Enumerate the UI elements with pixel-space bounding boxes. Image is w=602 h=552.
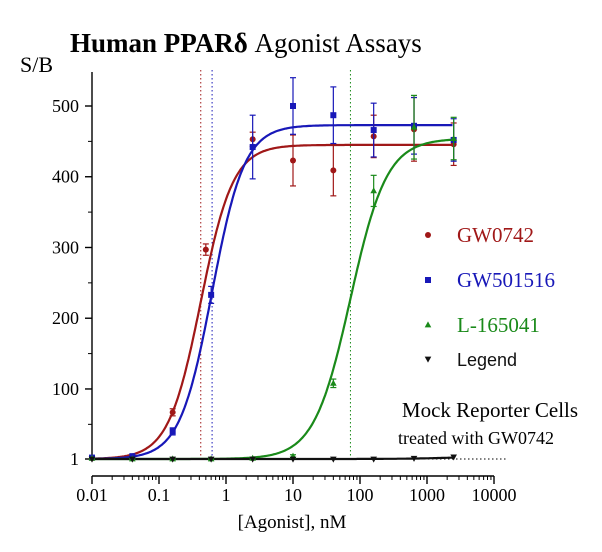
x-tick-label: 1 [222, 485, 231, 505]
data-point [249, 456, 256, 463]
data-point [425, 277, 431, 283]
data-point [169, 409, 176, 416]
data-point [425, 232, 431, 238]
annotation-line-2: treated with GW0742 [398, 428, 554, 448]
data-point [370, 127, 377, 134]
fit-curve [92, 456, 453, 461]
x-tick-label: 1000 [409, 485, 445, 505]
data-point [370, 187, 377, 194]
x-tick-label: 100 [347, 485, 374, 505]
data-point [450, 454, 457, 461]
chart-title-rest: Agonist Assays [248, 28, 422, 58]
data-point [424, 321, 432, 328]
data-point [289, 456, 297, 463]
data-point [290, 157, 296, 164]
axes: 1 100 200 300 400 500 0.01 0.1 1 10 100 1000 10000 [52, 72, 517, 505]
chart-title-bold: Human PPARδ [70, 28, 248, 58]
y-axis-label: S/B [20, 52, 53, 77]
legend: GW0742 GW501516 L-165041 Legend [424, 223, 555, 370]
data-point [129, 456, 136, 463]
ec50-lines [200, 70, 351, 459]
data-point [410, 123, 418, 130]
data-point [330, 456, 337, 463]
y-tick-label: 300 [52, 237, 79, 257]
data-point [330, 167, 337, 174]
data-point [424, 356, 432, 363]
y-tick-label: 1 [70, 449, 79, 469]
data-point [88, 456, 96, 463]
data-points [88, 77, 457, 463]
data-point [207, 456, 215, 463]
fit-curves [92, 123, 453, 461]
y-tick-label: 100 [52, 379, 79, 399]
data-point [410, 455, 418, 462]
fit-curve [92, 123, 453, 460]
data-point [208, 291, 215, 298]
chart-title: Human PPARδ Agonist Assays [70, 28, 422, 58]
legend-label: L-165041 [457, 313, 540, 337]
y-tick-label: 200 [52, 308, 79, 328]
data-point [290, 103, 296, 109]
data-point [330, 379, 337, 386]
fit-curve [92, 138, 453, 461]
data-point [450, 134, 457, 141]
data-point [169, 456, 176, 463]
data-point [370, 456, 377, 463]
x-axis-label: [Agonist], nM [238, 512, 347, 533]
data-point [202, 246, 209, 253]
annotation-line-1: Mock Reporter Cells [402, 398, 578, 422]
y-tick-label: 500 [52, 96, 79, 116]
data-point [330, 112, 337, 119]
x-tick-label: 10 [284, 485, 302, 505]
x-tick-label: 10000 [472, 485, 517, 505]
y-tick-label: 400 [52, 167, 79, 187]
legend-label: Legend [457, 350, 517, 370]
data-point [169, 428, 176, 435]
x-tick-label: 0.1 [148, 485, 171, 505]
legend-label: GW501516 [457, 268, 555, 292]
x-tick-label: 0.01 [76, 485, 108, 505]
data-point [249, 144, 256, 151]
fit-curve [92, 143, 453, 460]
legend-label: GW0742 [457, 223, 534, 247]
